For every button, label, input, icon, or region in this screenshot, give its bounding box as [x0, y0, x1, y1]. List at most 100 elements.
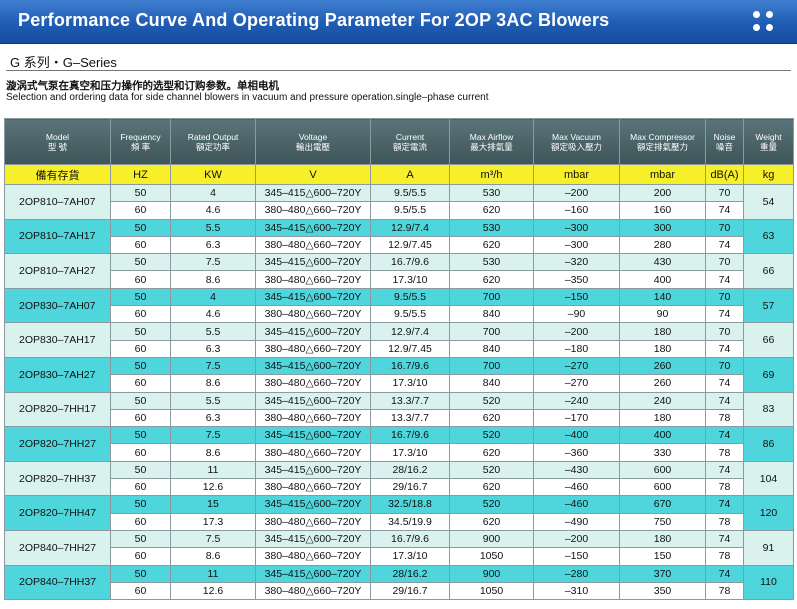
cell-kw: 8.6 [170, 443, 256, 462]
cell-vacuum: –460 [533, 495, 620, 514]
cell-a: 13.3/7.7 [370, 391, 450, 410]
grid-dots-icon [751, 8, 777, 36]
cell-airflow: 1050 [449, 547, 534, 566]
table-row: 60 12.6 380–480△660–720Y 29/16.7 1050 –310 350… [5, 581, 794, 601]
weight-cell: 66 [743, 253, 794, 289]
weight-cell: 110 [743, 564, 794, 601]
cell-hz: 50 [110, 322, 171, 341]
cell-noise: 78 [705, 443, 744, 462]
weight-cell: 120 [743, 495, 794, 531]
cell-comp: 350 [619, 581, 706, 601]
cell-a: 9.5/5.5 [370, 183, 450, 203]
cell-noise: 74 [705, 426, 744, 445]
cell-a: 17.3/10 [370, 547, 450, 566]
cell-vacuum: –270 [533, 374, 620, 393]
column-header-en: Noise [713, 131, 736, 142]
header-row: Model 型 號 Frequency 頻 率 Rated Output 額定功率 Volt… [4, 118, 794, 165]
cell-a: 12.9/7.45 [370, 235, 450, 255]
cell-v: 345–415△600–720Y [255, 356, 371, 376]
cell-kw: 5.5 [170, 322, 256, 341]
cell-noise: 78 [705, 547, 744, 566]
cell-v: 380–480△660–720Y [255, 305, 371, 324]
unit-cell: m³/h [449, 164, 534, 185]
column-header-en: Model [45, 131, 70, 142]
model-cell: 2OP840–7HH27 [4, 529, 111, 566]
series-label: G 系列・G–Series [10, 55, 117, 70]
column-header: Voltage 輸出電壓 [255, 118, 371, 165]
cell-v: 380–480△660–720Y [255, 339, 371, 358]
model-cell: 2OP840–7HH37 [4, 564, 111, 601]
cell-noise: 78 [705, 408, 744, 428]
cell-noise: 74 [705, 460, 744, 480]
column-header: Max Vacuum 額定吸入壓力 [533, 118, 620, 165]
cell-airflow: 900 [449, 564, 534, 583]
cell-kw: 7.5 [170, 253, 256, 272]
column-header: Max Airflow 最大排氣量 [449, 118, 534, 165]
cell-a: 29/16.7 [370, 478, 450, 497]
cell-hz: 60 [110, 374, 171, 393]
cell-v: 345–415△600–720Y [255, 322, 371, 341]
unit-cell: V [255, 164, 371, 185]
table-row: 60 6.3 380–480△660–720Y 12.9/7.45 620 –300 280… [5, 235, 794, 255]
cell-v: 380–480△660–720Y [255, 581, 371, 601]
unit-cell: mbar [533, 164, 620, 185]
cell-comp: 400 [619, 270, 706, 289]
cell-comp: 600 [619, 460, 706, 480]
weight-cell: 54 [743, 184, 794, 220]
cell-kw: 5.5 [170, 391, 256, 410]
model-cell: 2OP820–7HH37 [4, 460, 111, 497]
cell-airflow: 620 [449, 235, 534, 255]
cell-kw: 4 [170, 183, 256, 203]
cell-v: 345–415△600–720Y [255, 287, 371, 307]
cell-noise: 70 [705, 253, 744, 272]
table-row: 2OP810–7AH07 50 4 345–415△600–720Y 9.5/5.5 53… [4, 183, 794, 220]
cell-kw: 7.5 [170, 529, 256, 549]
table-row: 60 6.3 380–480△660–720Y 13.3/7.7 620 –170 180 7… [5, 408, 794, 428]
cell-kw: 5.5 [170, 218, 256, 237]
weight-cell: 83 [743, 391, 794, 428]
table-row: 60 4.6 380–480△660–720Y 9.5/5.5 620 –160 160 74 [5, 201, 794, 220]
cell-vacuum: –90 [533, 305, 620, 324]
table-row: 2OP840–7HH27 50 7.5 345–415△600–720Y 16.7/9.… [4, 529, 794, 566]
description-english: Selection and ordering data for side cha… [6, 92, 489, 103]
cell-airflow: 900 [449, 529, 534, 549]
cell-comp: 90 [619, 305, 706, 324]
cell-a: 17.3/10 [370, 374, 450, 393]
cell-comp: 300 [619, 218, 706, 237]
cell-airflow: 530 [449, 183, 534, 203]
table-row: 60 8.6 380–480△660–720Y 17.3/10 620 –360 330 78 [5, 443, 794, 462]
column-header: Weight 重量 [743, 118, 794, 165]
cell-hz: 50 [110, 183, 171, 203]
cell-vacuum: –300 [533, 218, 620, 237]
cell-airflow: 620 [449, 201, 534, 220]
cell-hz: 60 [110, 270, 171, 289]
cell-hz: 60 [110, 547, 171, 566]
column-header-en: Current [395, 131, 425, 142]
cell-vacuum: –270 [533, 356, 620, 376]
cell-noise: 74 [705, 201, 744, 220]
cell-vacuum: –360 [533, 443, 620, 462]
cell-hz: 50 [110, 391, 171, 410]
cell-comp: 180 [619, 408, 706, 428]
cell-comp: 260 [619, 356, 706, 376]
unit-cell: HZ [110, 164, 171, 185]
cell-v: 345–415△600–720Y [255, 183, 371, 203]
cell-kw: 12.6 [170, 478, 256, 497]
cell-comp: 140 [619, 287, 706, 307]
column-header-cn: 型 號 [47, 141, 68, 152]
cell-a: 9.5/5.5 [370, 287, 450, 307]
cell-comp: 150 [619, 547, 706, 566]
cell-v: 345–415△600–720Y [255, 529, 371, 549]
cell-noise: 78 [705, 478, 744, 497]
cell-v: 345–415△600–720Y [255, 495, 371, 514]
model-cell: 2OP830–7AH17 [4, 322, 111, 358]
spec-table-container: Model 型 號 Frequency 頻 率 Rated Output 額定功率 Volt… [4, 118, 794, 601]
column-header: Noise 噪音 [705, 118, 744, 165]
cell-comp: 430 [619, 253, 706, 272]
model-cell: 2OP810–7AH17 [4, 218, 111, 255]
cell-noise: 74 [705, 305, 744, 324]
cell-airflow: 620 [449, 270, 534, 289]
model-cell: 2OP830–7AH07 [4, 287, 111, 324]
table-row: 2OP820–7HH37 50 11 345–415△600–720Y 28/16.2 5… [4, 460, 794, 497]
